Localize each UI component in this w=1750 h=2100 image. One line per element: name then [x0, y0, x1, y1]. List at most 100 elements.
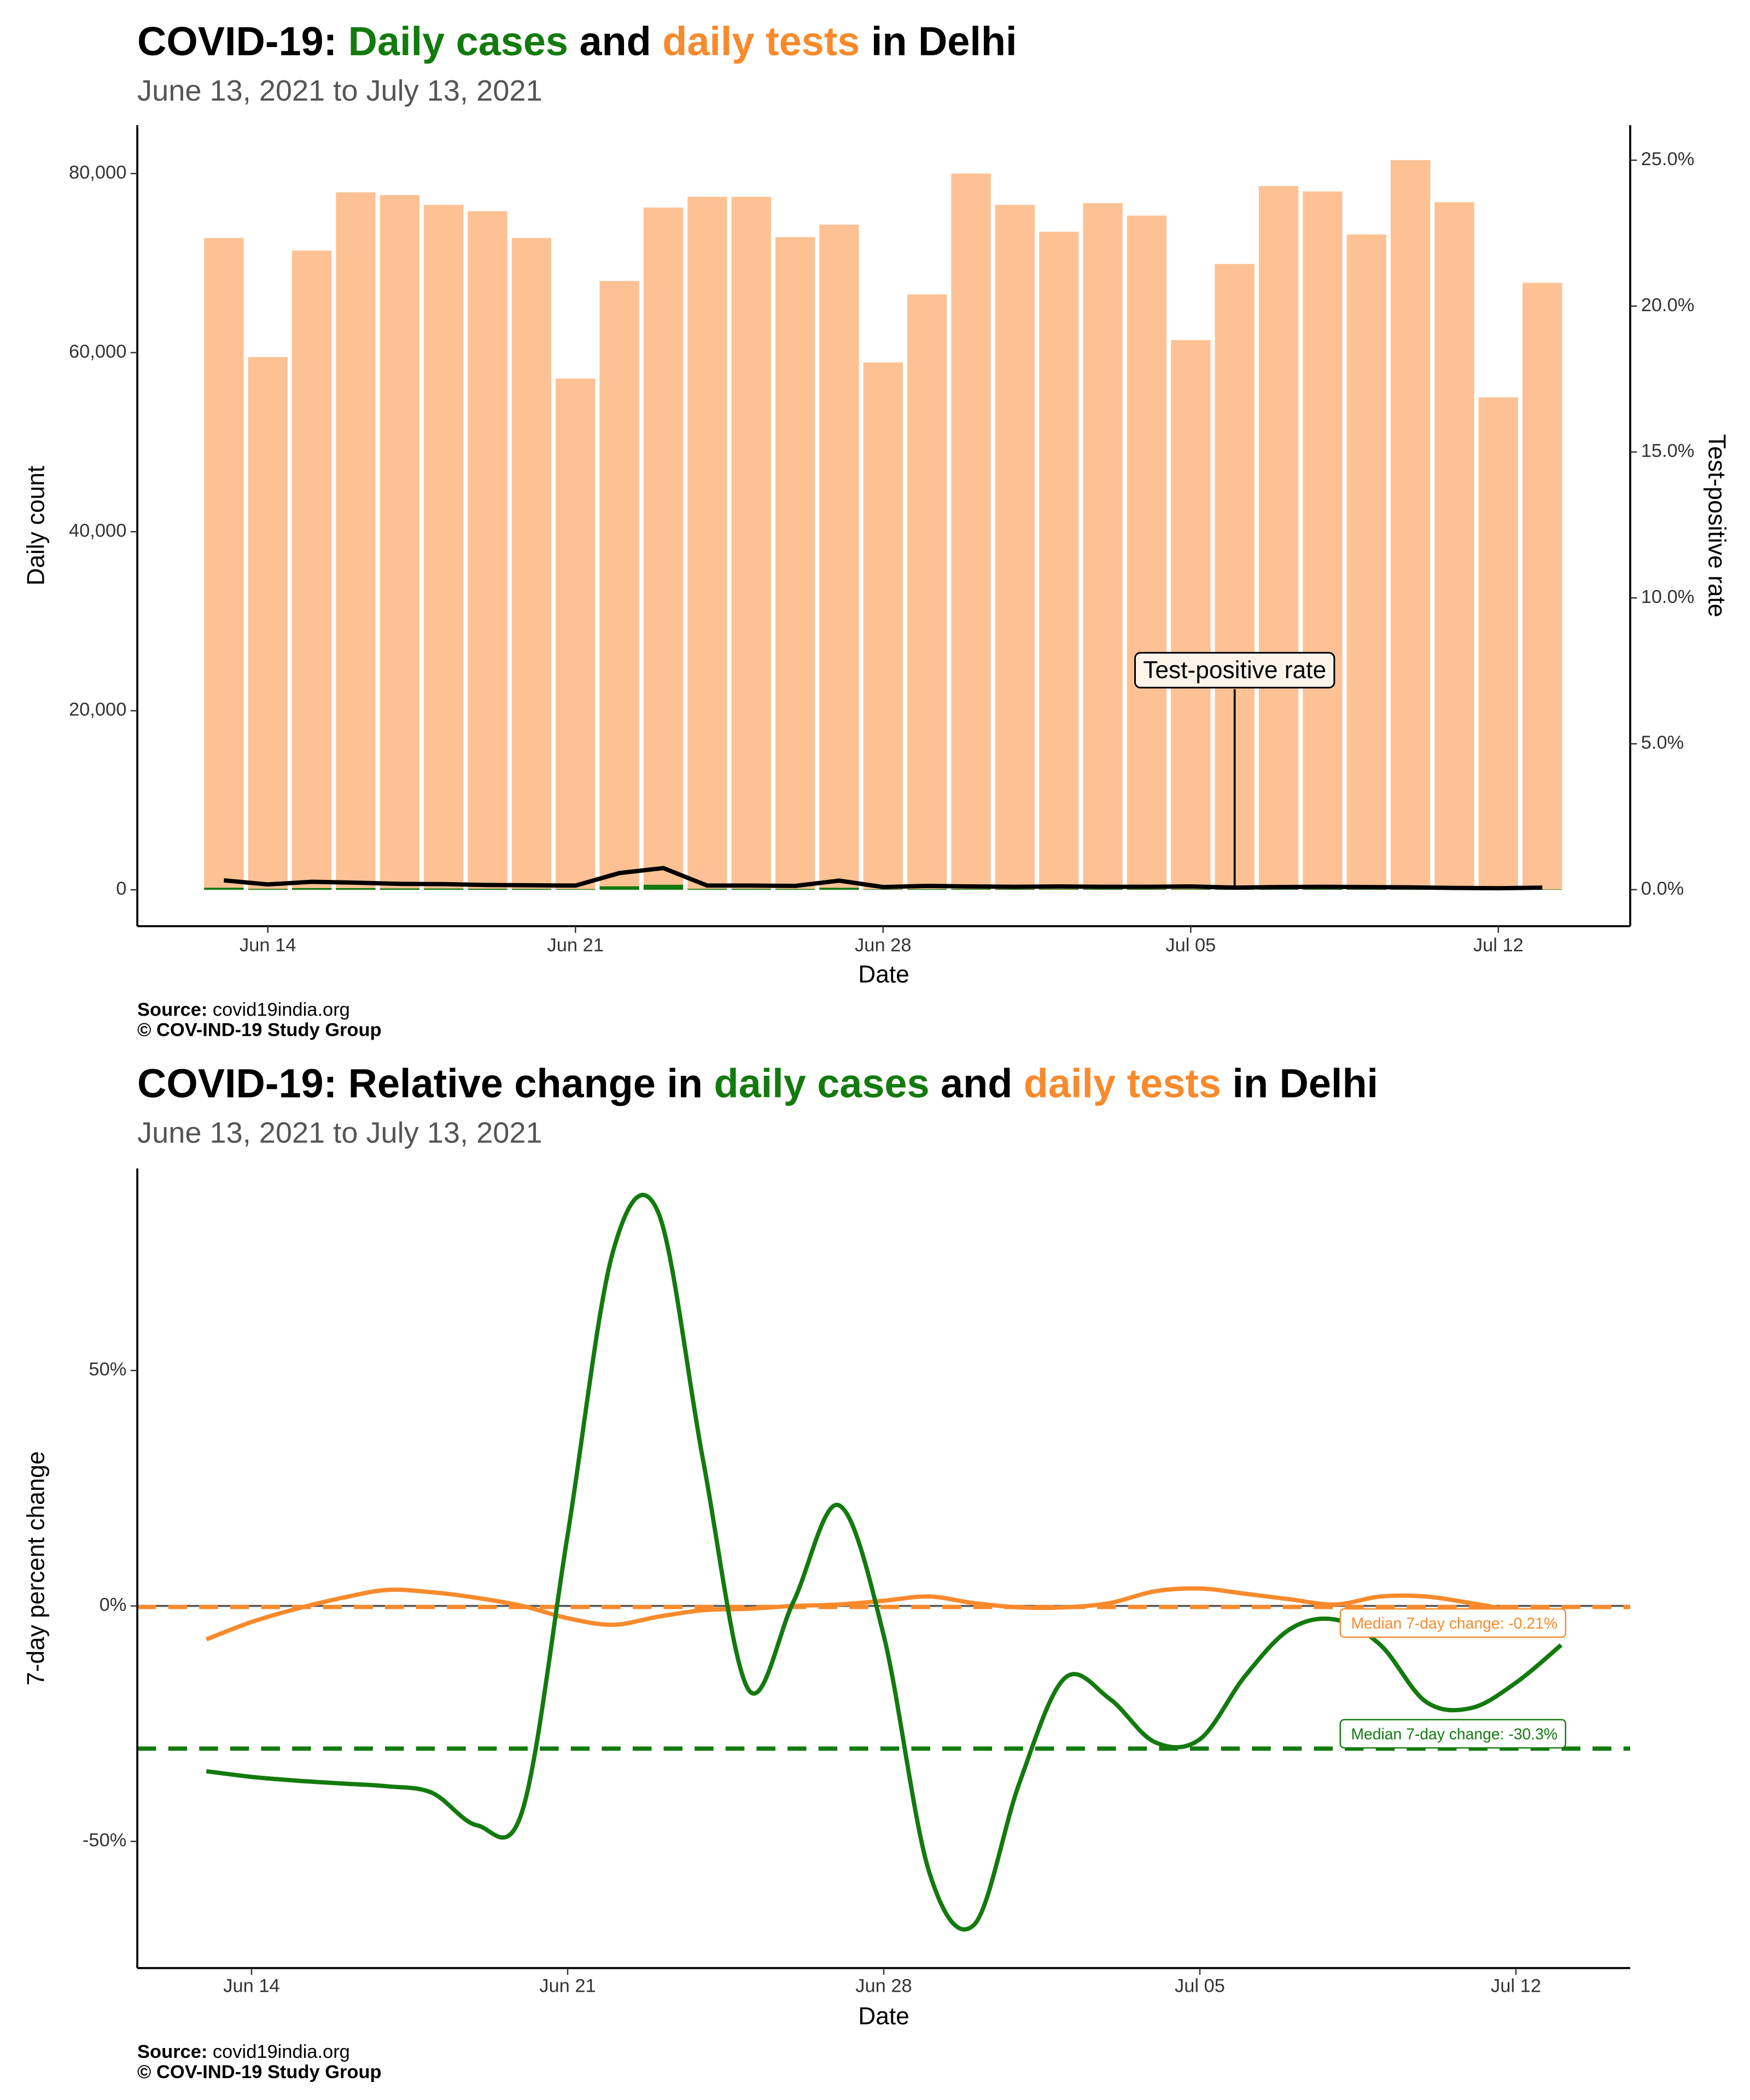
- bar: [1083, 889, 1123, 890]
- reference-label: Median 7-day change: -0.21%: [1351, 1614, 1558, 1632]
- bar: [775, 237, 815, 890]
- bar: [1522, 283, 1562, 890]
- title-part: daily tests: [1024, 1060, 1221, 1106]
- bar: [291, 250, 332, 890]
- bar: [1127, 889, 1167, 890]
- bar: [951, 173, 991, 890]
- title-part: and: [930, 1060, 1024, 1106]
- bar: [204, 888, 244, 890]
- title-part: Daily cases: [348, 19, 568, 64]
- bar: [863, 889, 903, 890]
- source-text: covid19india.org: [213, 2041, 350, 2062]
- bar: [907, 889, 947, 890]
- title-part: and: [568, 19, 662, 64]
- series-line: [205, 1586, 1562, 1642]
- bar: [775, 889, 815, 890]
- y2-tick-label: 10.0%: [1641, 586, 1695, 607]
- source-label: Source:: [137, 1000, 207, 1020]
- bar: [1434, 202, 1474, 890]
- source-label: Source:: [137, 2041, 207, 2062]
- bar: [643, 207, 684, 890]
- bar: [468, 889, 508, 890]
- bar: [380, 888, 420, 890]
- bar: [1258, 889, 1299, 890]
- reference-label-box: [1339, 1608, 1566, 1638]
- x-tick-label: Jun 14: [240, 935, 296, 956]
- y-tick-label: 40,000: [69, 520, 126, 541]
- bar: [1303, 889, 1343, 890]
- credit: © COV-IND-19 Study Group: [137, 1020, 382, 1041]
- bar: [380, 195, 420, 890]
- bar: [248, 889, 288, 890]
- y-axis-title: 7-day percent change: [23, 1451, 50, 1685]
- x-axis-title: Date: [858, 961, 909, 988]
- bar: [1346, 234, 1386, 890]
- bar: [424, 888, 464, 890]
- bar: [556, 889, 596, 890]
- chart-subtitle: June 13, 2021 to July 13, 2021: [137, 1116, 542, 1149]
- x-tick-label: Jun 21: [539, 1975, 596, 1996]
- y-tick-label: -50%: [83, 1830, 126, 1851]
- bar: [907, 294, 947, 890]
- x-tick-label: Jul 12: [1473, 935, 1524, 956]
- x-tick-label: Jun 28: [855, 1975, 912, 1996]
- x-tick-label: Jun 21: [547, 935, 604, 956]
- chart-title: COVID-19: Relative change in daily cases…: [137, 1060, 1378, 1106]
- bar: [1171, 340, 1211, 890]
- bar: [336, 888, 376, 890]
- chart-title: COVID-19: Daily cases and daily tests in…: [137, 19, 1017, 64]
- x-tick-label: Jun 14: [223, 1975, 279, 1996]
- title-part: in Delhi: [860, 19, 1017, 64]
- bar: [248, 357, 288, 890]
- credit: © COV-IND-19 Study Group: [137, 2062, 382, 2082]
- y-tick-label: 80,000: [69, 162, 126, 183]
- title-part: COVID-19:: [137, 19, 348, 64]
- title-part: in Delhi: [1221, 1060, 1378, 1106]
- x-tick-label: Jun 28: [855, 935, 911, 956]
- title-part: daily tests: [662, 19, 860, 64]
- x-tick-label: Jul 05: [1175, 1975, 1225, 1996]
- bar: [1258, 186, 1299, 890]
- bar: [424, 205, 464, 890]
- bar: [995, 205, 1035, 890]
- y2-tick-label: 25.0%: [1641, 149, 1695, 170]
- bar: [863, 362, 903, 890]
- chart-subtitle: June 13, 2021 to July 13, 2021: [137, 74, 542, 107]
- bar: [951, 889, 991, 890]
- bar: [468, 211, 508, 890]
- x-tick-label: Jul 12: [1491, 1975, 1541, 1996]
- bar: [1039, 231, 1079, 890]
- y-axis-title: Daily count: [23, 466, 50, 586]
- bar: [599, 886, 639, 890]
- x-tick-label: Jul 05: [1165, 935, 1216, 956]
- y-tick-label: 20,000: [69, 699, 126, 720]
- annotation-box: [1134, 652, 1335, 689]
- source-text: covid19india.org: [213, 1000, 350, 1020]
- bar: [1171, 889, 1211, 890]
- bar: [291, 888, 332, 890]
- bar: [1303, 191, 1343, 890]
- bar: [731, 889, 771, 890]
- bar: [687, 889, 727, 890]
- bar: [643, 884, 684, 890]
- bar: [1390, 889, 1431, 890]
- bar: [995, 889, 1035, 890]
- source: Source: covid19india.org: [137, 2041, 350, 2062]
- annotation: Test-positive rate: [1143, 657, 1326, 684]
- bar: [1039, 889, 1079, 890]
- bar: [687, 196, 727, 890]
- bar: [511, 889, 552, 890]
- title-part: daily cases: [714, 1060, 929, 1106]
- bar: [1127, 215, 1167, 890]
- y-tick-label: 50%: [89, 1359, 126, 1380]
- source: Source: covid19india.org: [137, 1000, 350, 1020]
- bar: [204, 238, 244, 890]
- bar: [819, 888, 859, 890]
- bar: [731, 196, 771, 890]
- bar: [556, 378, 596, 890]
- bar: [511, 238, 552, 890]
- series-line: [224, 866, 1543, 891]
- reference-label: Median 7-day change: -30.3%: [1351, 1725, 1558, 1742]
- title-part: COVID-19: Relative change in: [137, 1060, 714, 1106]
- y2-axis-title: Test-positive rate: [1703, 434, 1730, 617]
